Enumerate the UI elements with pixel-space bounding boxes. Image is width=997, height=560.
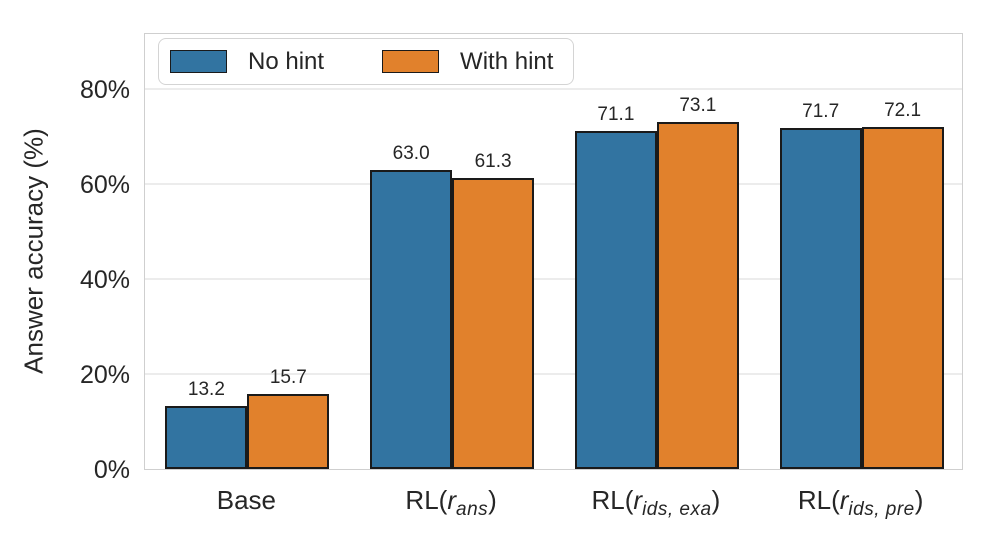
legend-swatch — [382, 50, 440, 73]
x-tick-text: RL( — [405, 485, 448, 515]
x-tick-text: Base — [216, 485, 276, 515]
x-tick-label: RL(rids, pre) — [749, 484, 973, 526]
x-tick-text: RL( — [591, 485, 634, 515]
x-tick-label: RL(rans) — [339, 484, 563, 526]
legend-label: No hint — [248, 47, 325, 75]
y-tick-label: 20% — [79, 361, 130, 389]
y-tick-label: 60% — [79, 171, 130, 199]
y-axis-label: Answer accuracy (%) — [18, 128, 49, 374]
bar — [370, 169, 453, 469]
x-tick-var-it: r — [633, 485, 643, 515]
value-label: 15.7 — [269, 367, 307, 389]
legend-swatch — [170, 50, 227, 73]
y-tick-label: 40% — [79, 266, 130, 294]
bar — [779, 128, 862, 469]
bar — [861, 126, 944, 469]
x-tick-sub: ids, exa — [642, 499, 712, 520]
gridline — [145, 88, 962, 90]
y-tick-label: 80% — [79, 76, 130, 104]
legend: No hint With hint — [158, 38, 575, 85]
value-label: 71.1 — [597, 104, 635, 126]
value-label: 71.7 — [802, 101, 840, 123]
value-label: 72.1 — [884, 99, 922, 121]
x-tick-label: Base — [134, 484, 358, 516]
bar — [574, 131, 657, 469]
bar — [452, 177, 535, 469]
gridline — [145, 183, 962, 185]
value-label: 73.1 — [679, 94, 717, 116]
x-tick-text: ) — [914, 485, 924, 515]
y-tick-label: 0% — [93, 456, 130, 484]
bar — [656, 121, 739, 469]
legend-label: With hint — [460, 47, 554, 75]
gridline — [145, 278, 962, 280]
plot-area: 13.2 15.7 63.0 61.3 71.1 73.1 71.7 72.1 — [144, 33, 963, 470]
x-tick-var-it: r — [447, 485, 456, 515]
x-tick-label: RL(rids, exa) — [544, 484, 768, 526]
legend-item: No hint — [170, 48, 324, 76]
value-label: 63.0 — [392, 142, 430, 164]
x-tick-sub: ids, pre — [848, 499, 915, 520]
legend-item: With hint — [382, 48, 553, 76]
bar — [247, 394, 330, 469]
gridline — [145, 373, 962, 375]
x-tick-text: ) — [711, 485, 721, 515]
x-tick-text: ) — [488, 485, 497, 515]
x-tick-sub: ans — [456, 499, 489, 520]
value-label: 61.3 — [474, 150, 512, 172]
x-tick-var-it: r — [839, 485, 849, 515]
bar — [165, 406, 248, 469]
x-tick-text: RL( — [797, 485, 840, 515]
value-label: 13.2 — [187, 379, 225, 401]
